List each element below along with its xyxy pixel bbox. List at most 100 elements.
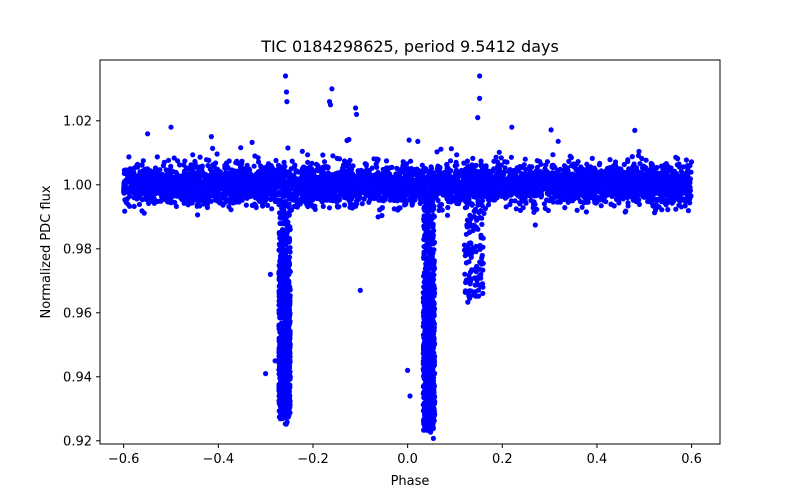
data-point — [361, 181, 367, 187]
data-point — [673, 154, 679, 160]
data-point — [321, 159, 328, 165]
data-point — [652, 210, 658, 216]
data-point — [567, 189, 573, 195]
data-point — [336, 156, 343, 162]
data-point — [293, 169, 300, 175]
data-point — [126, 154, 132, 160]
data-point — [478, 158, 484, 164]
data-point — [255, 159, 262, 165]
data-point — [167, 186, 173, 192]
data-point — [239, 158, 245, 164]
data-point — [376, 197, 382, 203]
data-point — [190, 165, 196, 171]
data-point — [379, 205, 385, 211]
data-point — [434, 149, 440, 155]
data-point — [454, 152, 460, 158]
data-point — [660, 167, 666, 173]
data-point — [501, 169, 507, 175]
data-point — [423, 166, 429, 172]
data-point — [142, 168, 148, 174]
data-point — [568, 198, 575, 204]
data-point — [610, 182, 616, 188]
data-point — [249, 139, 255, 145]
data-point — [535, 173, 541, 179]
data-point — [533, 186, 539, 192]
data-point — [387, 171, 393, 177]
data-point — [168, 163, 174, 169]
data-point — [192, 158, 198, 164]
data-point — [305, 159, 311, 165]
data-point — [388, 196, 395, 202]
data-point — [254, 173, 260, 179]
data-point — [438, 146, 444, 152]
data-point — [631, 161, 637, 167]
data-point — [387, 165, 393, 171]
data-point — [508, 192, 514, 198]
data-point — [583, 209, 590, 215]
data-point — [646, 198, 653, 204]
data-point — [596, 162, 603, 168]
data-point — [187, 174, 194, 180]
data-point — [663, 161, 669, 167]
data-point — [677, 198, 684, 204]
data-point — [337, 191, 343, 198]
data-point — [298, 183, 304, 189]
data-point — [141, 176, 147, 182]
data-point — [633, 173, 639, 179]
data-point — [616, 200, 622, 206]
data-point — [255, 155, 261, 161]
data-point — [683, 157, 690, 163]
data-point — [243, 202, 249, 208]
data-point — [210, 186, 216, 192]
data-point — [555, 138, 561, 144]
data-point — [513, 206, 519, 212]
data-point — [125, 201, 131, 207]
data-point — [598, 203, 604, 209]
data-point — [562, 186, 568, 192]
data-point — [396, 197, 402, 203]
data-point — [214, 151, 220, 157]
data-point — [527, 164, 533, 170]
data-point — [414, 176, 420, 182]
data-point — [448, 146, 454, 152]
data-point — [203, 197, 209, 203]
data-point — [545, 169, 551, 175]
data-point — [648, 163, 655, 169]
data-point — [154, 154, 160, 160]
data-point — [320, 203, 326, 209]
data-point — [195, 184, 201, 190]
data-point — [330, 153, 336, 159]
data-point — [643, 157, 649, 163]
data-point — [482, 205, 488, 212]
data-point — [147, 195, 153, 201]
data-point — [215, 173, 221, 179]
data-point — [195, 171, 202, 177]
data-point — [260, 203, 266, 209]
data-point — [633, 198, 639, 205]
data-point — [447, 158, 454, 164]
data-point — [227, 198, 233, 204]
data-point — [134, 196, 140, 202]
data-point — [287, 170, 293, 176]
data-point — [182, 158, 188, 164]
data-point — [301, 198, 308, 205]
data-point — [411, 194, 417, 200]
data-point — [512, 198, 518, 204]
data-point — [656, 204, 662, 210]
data-point — [538, 192, 545, 199]
data-point — [325, 164, 331, 170]
data-point — [635, 153, 642, 159]
data-point — [592, 200, 598, 206]
data-point — [203, 157, 210, 163]
data-point — [131, 203, 137, 209]
data-point — [445, 204, 451, 211]
data-point — [309, 160, 315, 166]
data-point — [163, 167, 169, 173]
data-point — [122, 208, 128, 214]
data-point — [483, 165, 489, 171]
data-point — [315, 175, 322, 181]
data-point — [577, 199, 584, 205]
data-point — [588, 164, 594, 170]
data-point — [204, 204, 210, 211]
data-point — [502, 159, 508, 165]
